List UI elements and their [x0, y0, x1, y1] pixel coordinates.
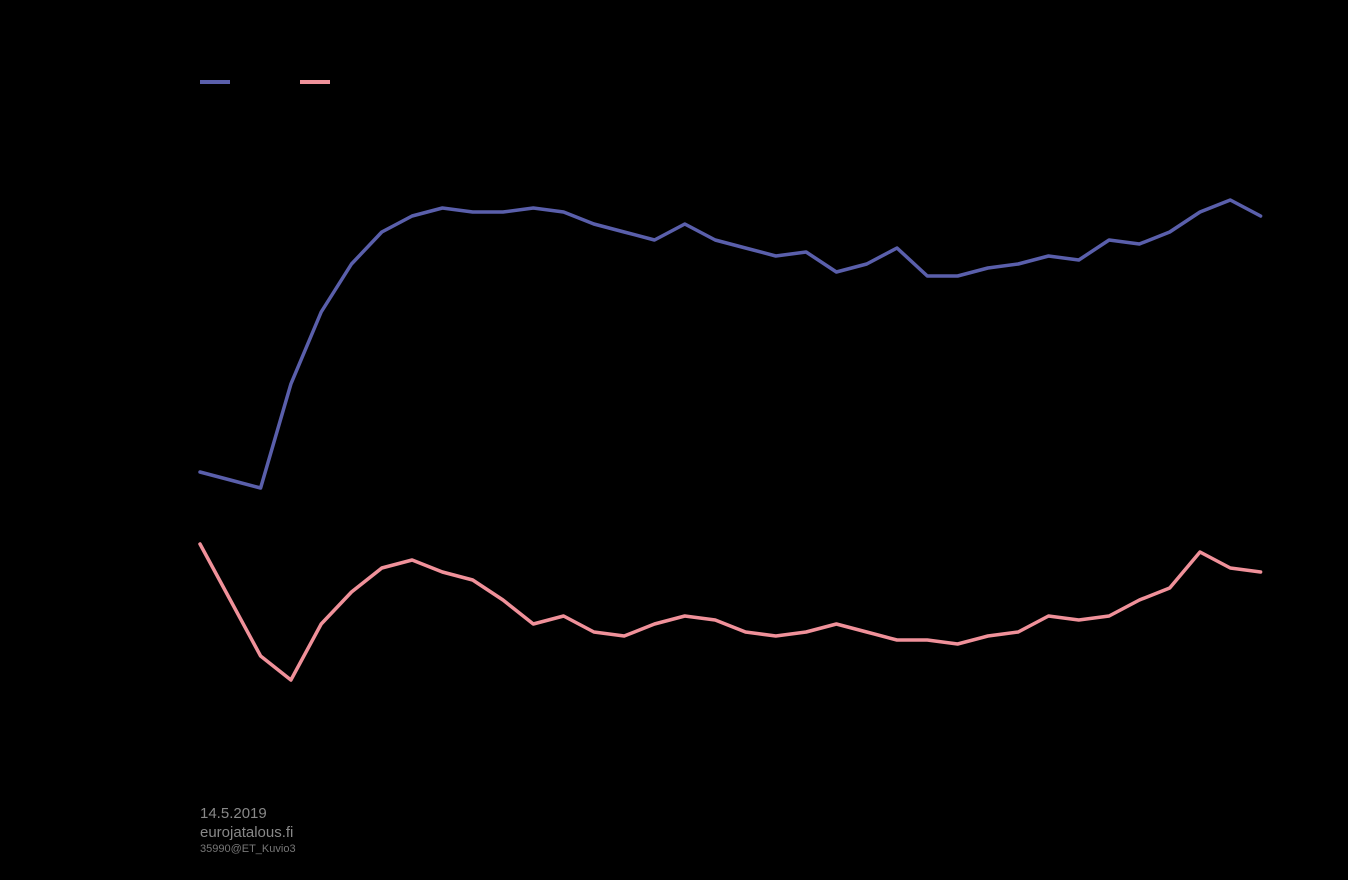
chart-container: 14.5.2019 eurojatalous.fi 35990@ET_Kuvio… [0, 0, 1348, 880]
footer-date: 14.5.2019 [200, 805, 296, 824]
series-line [200, 544, 1261, 680]
chart-footer: 14.5.2019 eurojatalous.fi 35990@ET_Kuvio… [200, 805, 296, 856]
series-line [200, 200, 1261, 488]
line-chart [0, 0, 1348, 880]
footer-site: eurojatalous.fi [200, 824, 296, 843]
footer-code: 35990@ET_Kuvio3 [200, 843, 296, 857]
